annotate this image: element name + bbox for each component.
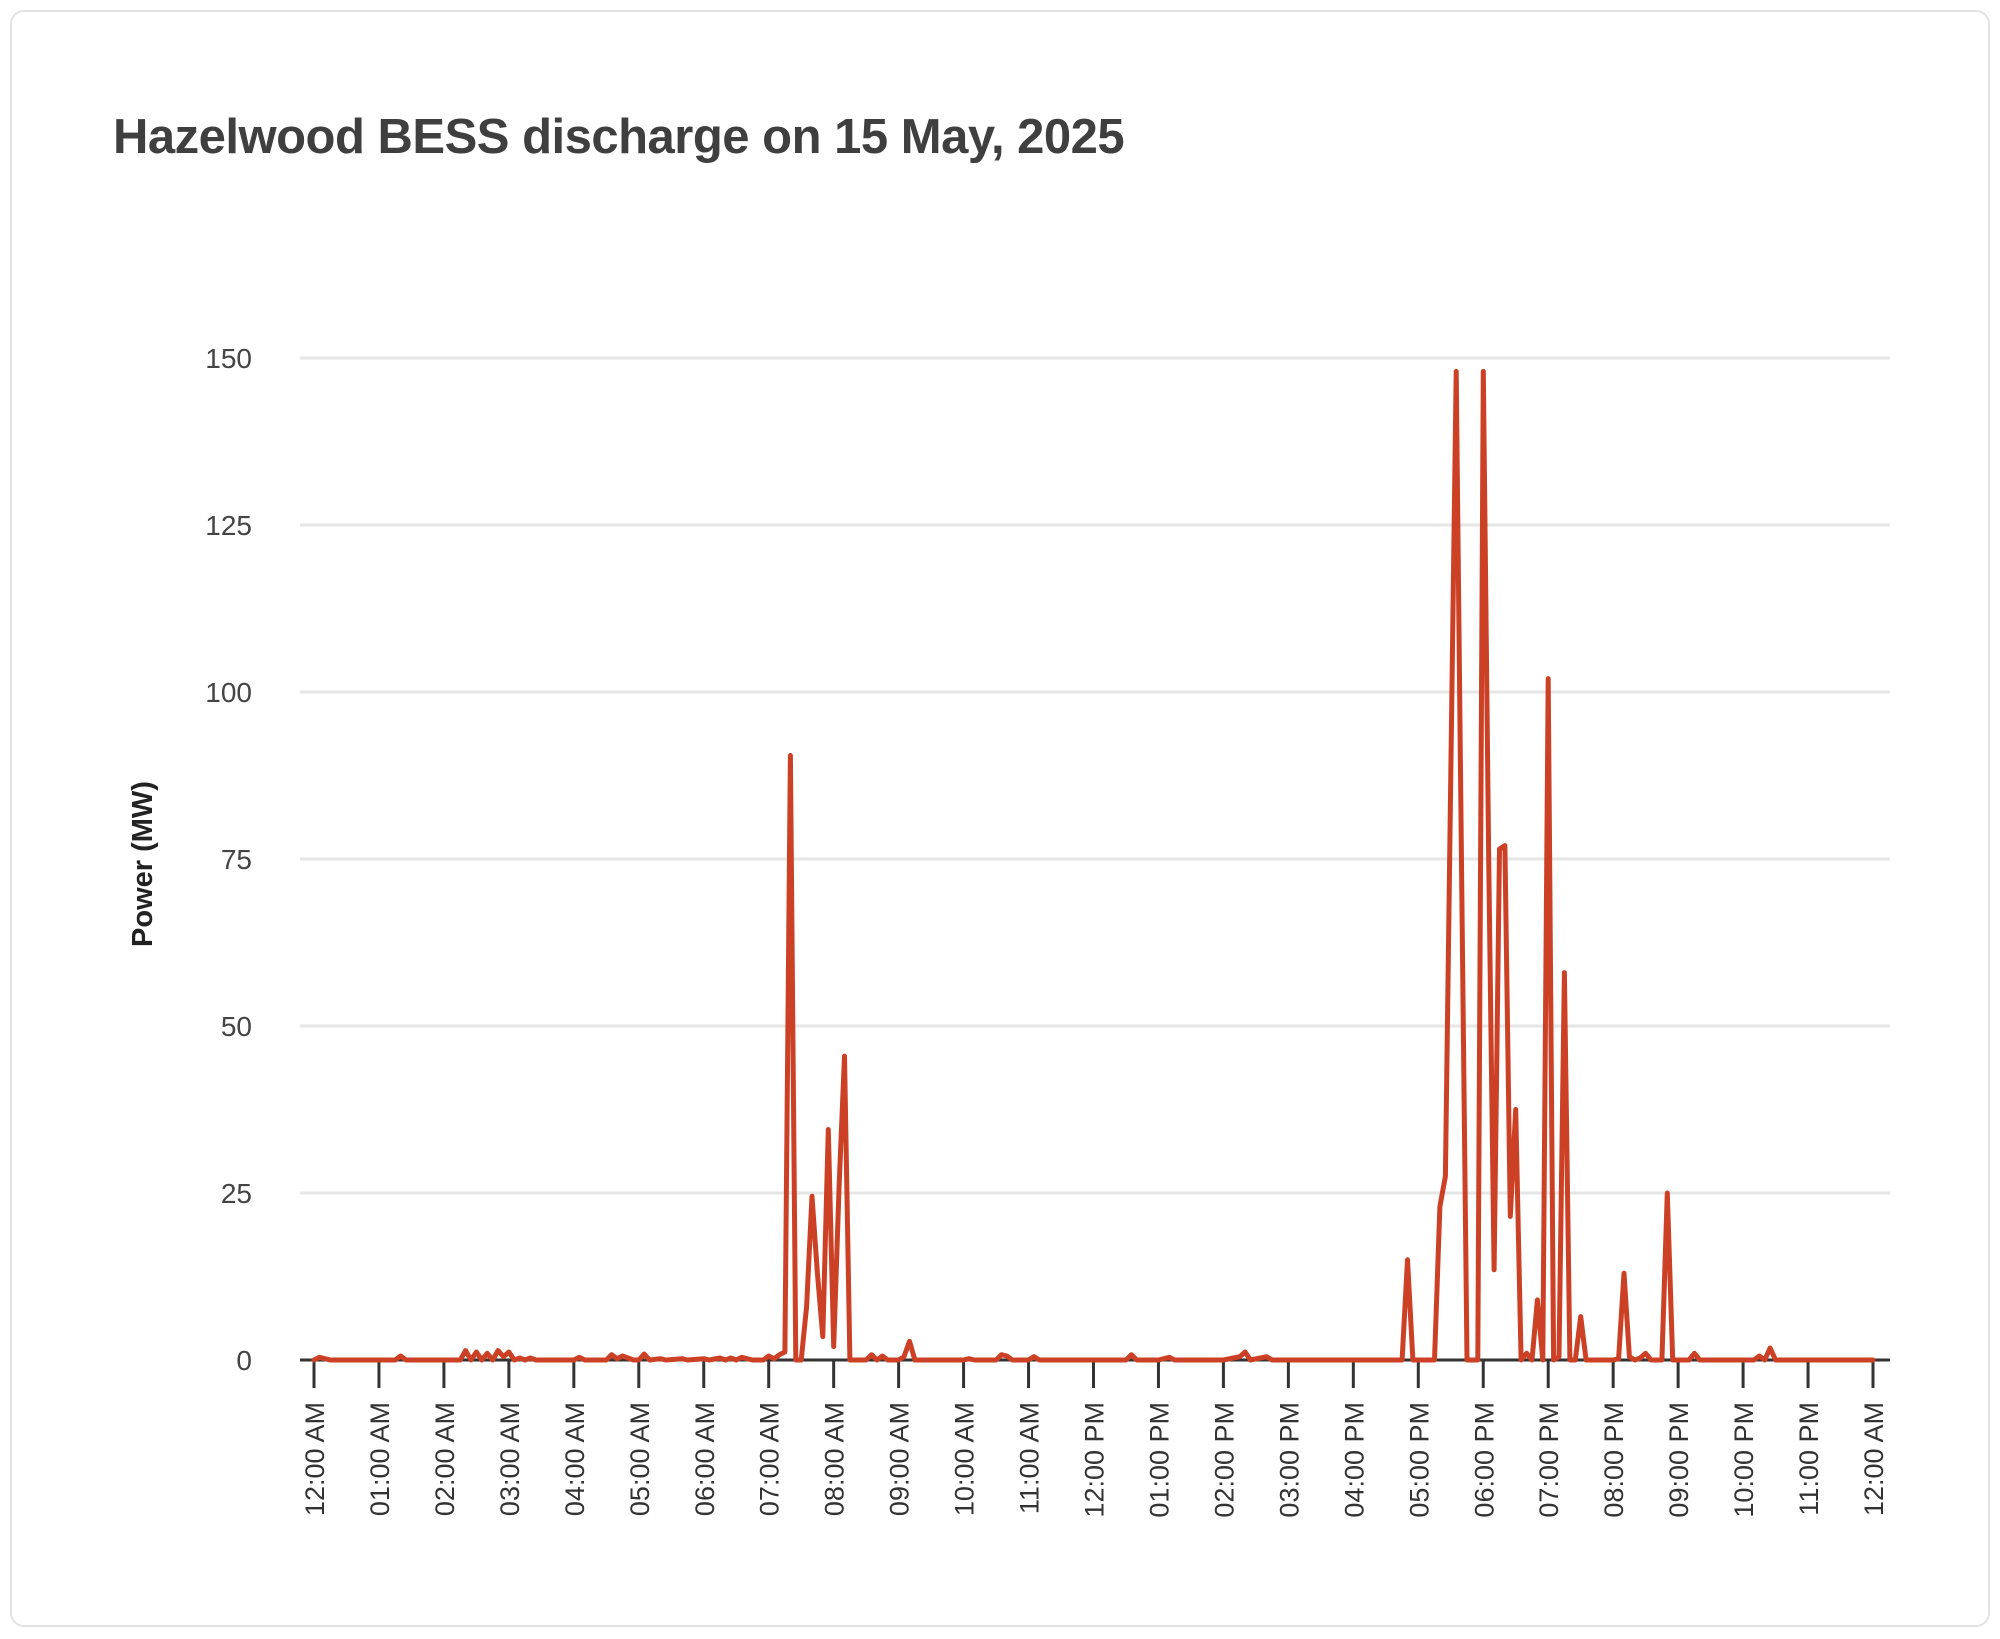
chart-title: Hazelwood BESS discharge on 15 May, 2025 <box>113 110 1125 164</box>
x-tick-label: 06:00 AM <box>690 1402 720 1516</box>
x-tick-label: 06:00 PM <box>1469 1402 1499 1518</box>
x-tick-label: 11:00 AM <box>1015 1402 1045 1514</box>
y-tick-label: 125 <box>205 510 252 541</box>
x-tick-label: 09:00 AM <box>885 1402 915 1516</box>
x-tick-label: 12:00 AM <box>300 1402 330 1516</box>
x-tick-label: 12:00 PM <box>1080 1402 1110 1518</box>
x-tick-label: 10:00 AM <box>950 1402 980 1516</box>
y-axis-ticks: 0 25 50 75 100 125 150 <box>205 343 252 1376</box>
x-tick-label: 05:00 AM <box>625 1402 655 1516</box>
x-tick-label: 05:00 PM <box>1404 1402 1434 1518</box>
x-tick-label: 11:00 PM <box>1794 1402 1824 1516</box>
y-tick-label: 50 <box>221 1011 252 1042</box>
y-tick-label: 75 <box>221 844 252 875</box>
y-tick-label: 150 <box>205 343 252 374</box>
x-tick-label: 09:00 PM <box>1664 1402 1694 1518</box>
x-tick-label: 01:00 PM <box>1144 1402 1174 1518</box>
x-tick-label: 03:00 PM <box>1274 1402 1304 1518</box>
y-tick-label: 0 <box>236 1345 252 1376</box>
x-axis-ticks: 12:00 AM 01:00 AM 02:00 AM 03:00 AM 04:00 AM… <box>300 1360 1889 1518</box>
x-tick-label: 10:00 PM <box>1729 1402 1759 1518</box>
x-tick-label: 04:00 PM <box>1339 1402 1369 1518</box>
series-group <box>311 368 1876 1363</box>
x-tick-label: 12:00 AM <box>1859 1402 1889 1516</box>
x-tick-label: 02:00 AM <box>430 1402 460 1516</box>
y-axis-title: Power (MW) <box>127 781 159 947</box>
x-tick-label: 07:00 AM <box>755 1402 785 1516</box>
x-tick-label: 03:00 AM <box>495 1402 525 1516</box>
x-tick-label: 02:00 PM <box>1209 1402 1239 1518</box>
grid-lines <box>300 356 1890 1195</box>
series-line <box>311 368 1876 1363</box>
x-tick-label: 07:00 PM <box>1534 1402 1564 1518</box>
y-tick-label: 25 <box>221 1178 252 1209</box>
x-tick-label: 01:00 AM <box>365 1402 395 1516</box>
x-tick-label: 08:00 AM <box>820 1402 850 1516</box>
x-tick-label: 04:00 AM <box>560 1402 590 1516</box>
y-tick-label: 100 <box>205 677 252 708</box>
x-tick-label: 08:00 PM <box>1599 1402 1629 1518</box>
